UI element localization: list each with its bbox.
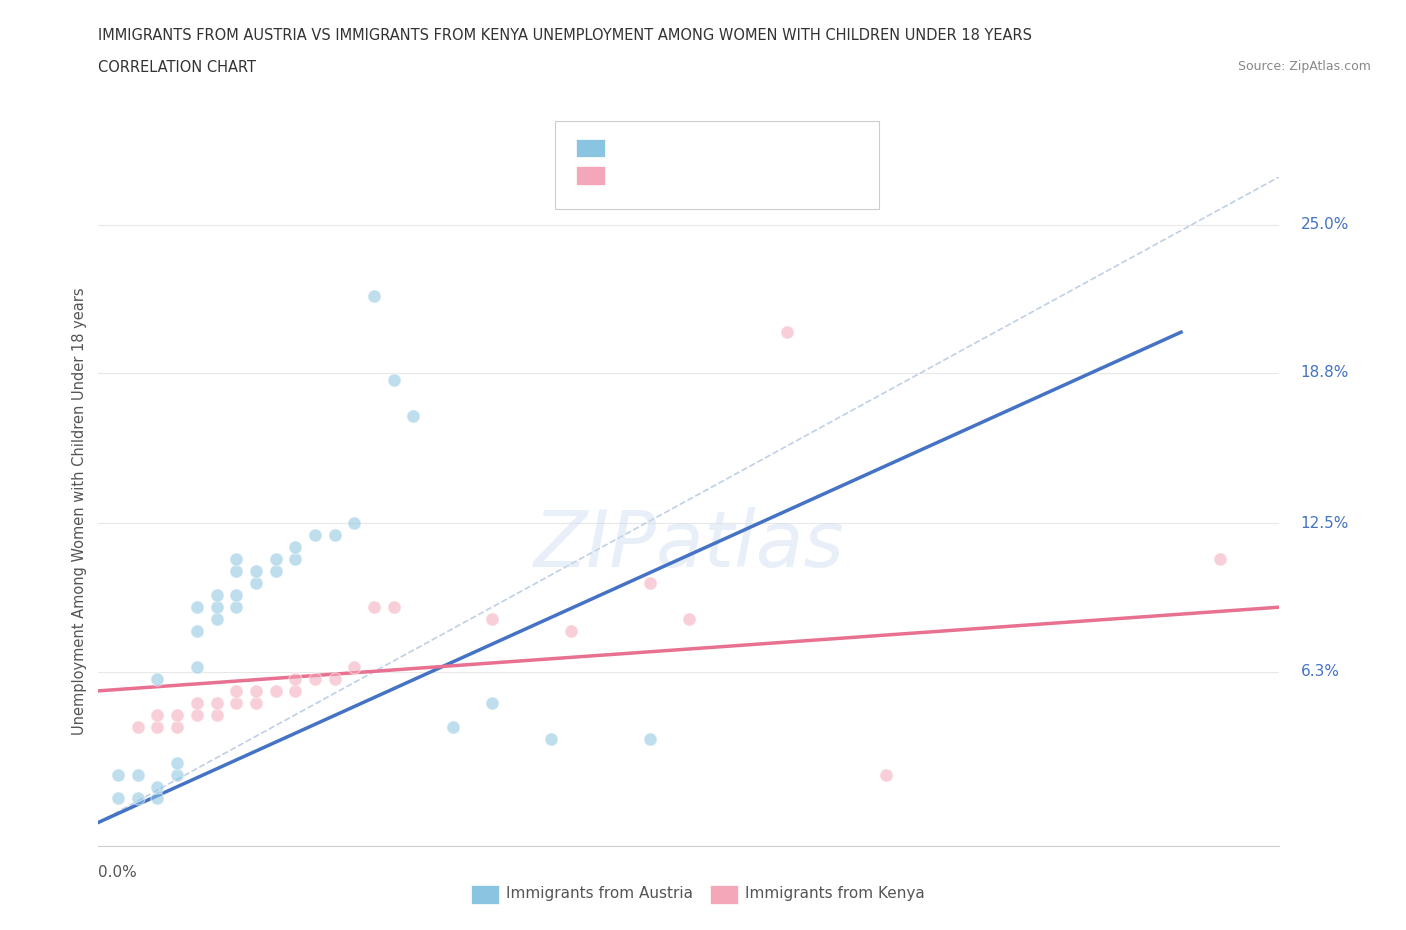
Point <box>363 600 385 615</box>
Point <box>146 708 169 723</box>
Point <box>245 696 267 711</box>
Point <box>245 684 267 698</box>
Point <box>323 528 346 543</box>
Point <box>146 779 169 794</box>
Point <box>205 600 228 615</box>
Point <box>540 731 562 746</box>
Point <box>186 624 208 639</box>
Point <box>225 588 247 603</box>
Point <box>1209 551 1232 566</box>
Point <box>343 659 366 674</box>
Point <box>402 408 425 423</box>
Point <box>205 588 228 603</box>
Text: Immigrants from Austria: Immigrants from Austria <box>506 886 693 901</box>
Point <box>264 684 287 698</box>
Point <box>875 767 897 782</box>
Point <box>146 791 169 806</box>
Text: R = 0.480   N = 35: R = 0.480 N = 35 <box>613 140 758 154</box>
Text: IMMIGRANTS FROM AUSTRIA VS IMMIGRANTS FROM KENYA UNEMPLOYMENT AMONG WOMEN WITH C: IMMIGRANTS FROM AUSTRIA VS IMMIGRANTS FR… <box>98 28 1032 43</box>
Point <box>304 528 326 543</box>
Point <box>146 719 169 734</box>
Point <box>382 600 405 615</box>
Point <box>225 684 247 698</box>
Text: Source: ZipAtlas.com: Source: ZipAtlas.com <box>1237 60 1371 73</box>
Point <box>304 671 326 686</box>
Point <box>481 696 503 711</box>
Point <box>127 767 149 782</box>
Point <box>284 671 307 686</box>
Point <box>107 791 129 806</box>
Point <box>560 624 582 639</box>
Point <box>107 767 129 782</box>
Point <box>245 576 267 591</box>
Point <box>146 671 169 686</box>
Point <box>776 325 799 339</box>
Point <box>166 767 188 782</box>
Point <box>186 708 208 723</box>
Point <box>284 684 307 698</box>
Point <box>284 551 307 566</box>
Point <box>205 696 228 711</box>
Point <box>441 719 464 734</box>
Point <box>225 600 247 615</box>
Point <box>264 564 287 578</box>
Point <box>363 289 385 304</box>
Point <box>382 373 405 388</box>
Text: CORRELATION CHART: CORRELATION CHART <box>98 60 256 75</box>
Point <box>166 708 188 723</box>
Point <box>323 671 346 686</box>
Point <box>127 791 149 806</box>
Y-axis label: Unemployment Among Women with Children Under 18 years: Unemployment Among Women with Children U… <box>72 287 87 736</box>
Point <box>245 564 267 578</box>
Point <box>481 612 503 627</box>
Point <box>678 612 700 627</box>
Point <box>186 659 208 674</box>
Point <box>343 516 366 531</box>
Point <box>205 708 228 723</box>
Point <box>638 731 661 746</box>
Point <box>186 600 208 615</box>
Point <box>127 719 149 734</box>
Point <box>638 576 661 591</box>
Text: R =  0.133   N = 28: R = 0.133 N = 28 <box>613 167 762 182</box>
Text: ZIPatlas: ZIPatlas <box>533 507 845 583</box>
Text: 18.8%: 18.8% <box>1301 365 1350 380</box>
Text: 6.3%: 6.3% <box>1301 664 1340 679</box>
Point <box>225 564 247 578</box>
Point <box>186 696 208 711</box>
Text: 25.0%: 25.0% <box>1301 217 1350 232</box>
Text: 0.0%: 0.0% <box>98 865 138 880</box>
Point <box>205 612 228 627</box>
Point <box>166 755 188 770</box>
Point <box>225 696 247 711</box>
Point <box>284 540 307 555</box>
Text: 12.5%: 12.5% <box>1301 516 1350 531</box>
Point <box>225 551 247 566</box>
Point <box>264 551 287 566</box>
Text: Immigrants from Kenya: Immigrants from Kenya <box>745 886 925 901</box>
Point <box>166 719 188 734</box>
